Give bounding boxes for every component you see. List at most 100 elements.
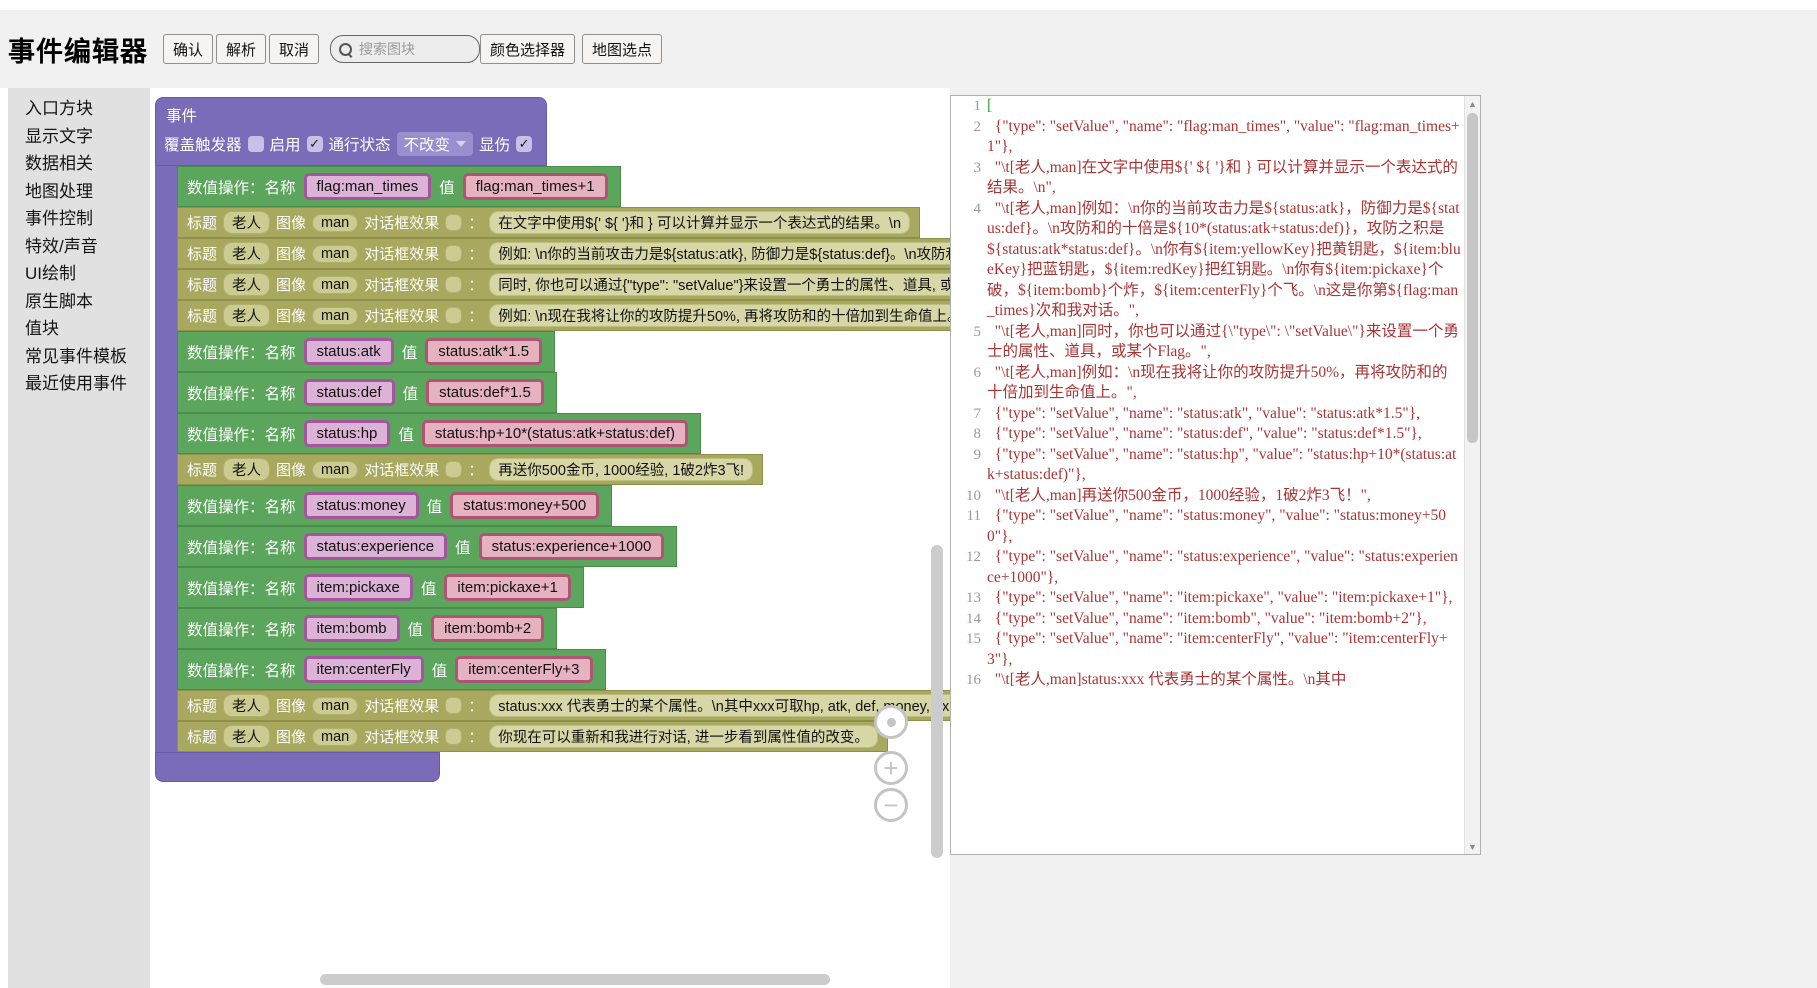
dialog-image-label: 图像	[276, 246, 307, 263]
dialog-title-field[interactable]: 老人	[223, 242, 271, 265]
dialog-block[interactable]: 标题 老人 图像 man 对话框效果 ： 在文字中使用${' ${ '}和 } …	[177, 207, 921, 238]
value-expression-field[interactable]: item:bomb+2	[431, 615, 545, 642]
scroll-up-arrow-icon[interactable]: ▲	[1468, 98, 1477, 109]
sidebar-category[interactable]: 地图处理	[25, 181, 93, 201]
setvalue-block[interactable]: 数值操作：名称 status:money 值 status:money+500	[177, 485, 613, 526]
scroll-down-arrow-icon[interactable]: ▼	[1468, 841, 1477, 852]
dialog-image-field[interactable]: man	[312, 275, 359, 294]
dialog-image-field[interactable]: man	[312, 696, 359, 715]
event-block-footer[interactable]	[155, 752, 440, 782]
confirm-button[interactable]: 确认	[163, 34, 214, 64]
dialog-title-field[interactable]: 老人	[223, 458, 271, 481]
value-name-field[interactable]: status:experience	[303, 533, 448, 560]
dialog-effect-field[interactable]	[445, 461, 463, 478]
dialog-effect-field[interactable]	[445, 214, 463, 231]
blockly-workspace[interactable]: 事件 覆盖触发器 启用 通行状态 不改变 显伤 数值操作：名称 flag:man…	[150, 88, 950, 988]
dialog-title-field[interactable]: 老人	[223, 273, 271, 296]
setvalue-block[interactable]: 数值操作：名称 item:pickaxe 值 item:pickaxe+1	[177, 567, 584, 608]
sidebar-category[interactable]: 常见事件模板	[25, 346, 127, 366]
dialog-image-field[interactable]: man	[312, 727, 359, 746]
dialog-image-field[interactable]: man	[312, 213, 359, 232]
color-picker-button[interactable]: 颜色选择器	[480, 34, 576, 64]
value-expression-field[interactable]: flag:man_times+1	[462, 173, 608, 200]
search-input[interactable]	[357, 40, 456, 58]
dialog-block[interactable]: 标题 老人 图像 man 对话框效果 ： 同时, 你也可以通过{"type": …	[177, 269, 950, 300]
zoom-out-icon[interactable]: −	[874, 788, 908, 822]
dialog-text-field[interactable]: 例如: \n你的当前攻击力是${status:atk}, 防御力是${statu…	[489, 242, 950, 265]
dialog-text-field[interactable]: status:xxx 代表勇士的某个属性。\n其中xxx可取hp, atk, d…	[489, 694, 950, 717]
sidebar-category[interactable]: 事件控制	[25, 209, 93, 228]
dialog-title-field[interactable]: 老人	[223, 304, 271, 327]
dialog-block[interactable]: 标题 老人 图像 man 对话框效果 ： 例如: \n现在我将让你的攻防提升50…	[177, 300, 950, 331]
sidebar-category[interactable]: 值块	[25, 319, 59, 338]
value-name-field[interactable]: status:atk	[303, 338, 394, 365]
dialog-block[interactable]: 标题 老人 图像 man 对话框效果 ： status:xxx 代表勇士的某个属…	[177, 690, 950, 721]
cover-trigger-checkbox[interactable]	[247, 136, 264, 152]
sidebar-category[interactable]: 特效/声音	[25, 236, 98, 256]
dialog-title-field[interactable]: 老人	[223, 694, 271, 717]
dialog-effect-field[interactable]	[445, 276, 463, 293]
workspace-horizontal-scrollbar[interactable]	[320, 974, 830, 985]
value-name-field[interactable]: flag:man_times	[303, 173, 432, 200]
value-expression-field[interactable]: status:hp+10*(status:atk+status:def)	[421, 420, 689, 447]
value-name-field[interactable]: status:def	[303, 379, 395, 406]
value-name-field[interactable]: item:bomb	[303, 615, 400, 642]
setvalue-block[interactable]: 数值操作：名称 item:bomb 值 item:bomb+2	[177, 608, 558, 649]
setvalue-block[interactable]: 数值操作：名称 flag:man_times 值 flag:man_times+…	[177, 166, 621, 207]
value-expression-field[interactable]: item:centerFly+3	[455, 656, 593, 683]
setvalue-block[interactable]: 数值操作：名称 status:experience 值 status:exper…	[177, 526, 678, 567]
dialog-text-field[interactable]: 你现在可以重新和我进行对话, 进一步看到属性值的改变。	[489, 725, 878, 748]
sidebar-category[interactable]: UI绘制	[25, 264, 76, 283]
dialog-text-field[interactable]: 在文字中使用${' ${ '}和 } 可以计算并显示一个表达式的结果。\n	[489, 211, 911, 234]
dialog-image-field[interactable]: man	[312, 460, 359, 479]
json-code-editor[interactable]: 1 [ 2 {"type": "setValue", "name": "flag…	[950, 95, 1481, 855]
dialog-effect-field[interactable]	[445, 697, 463, 714]
code-scrollbar[interactable]: ▲ ▼	[1464, 96, 1480, 854]
map-pick-button[interactable]: 地图选点	[582, 34, 663, 64]
dialog-image-field[interactable]: man	[312, 244, 359, 263]
sidebar-category[interactable]: 数据相关	[25, 154, 93, 173]
event-block-header[interactable]: 事件 覆盖触发器 启用 通行状态 不改变 显伤	[155, 97, 547, 166]
damage-checkbox[interactable]	[516, 136, 533, 152]
value-name-field[interactable]: status:money	[303, 492, 419, 519]
dialog-effect-field[interactable]	[445, 245, 463, 262]
sidebar-category[interactable]: 原生脚本	[25, 291, 93, 311]
workspace-vertical-scrollbar[interactable]	[931, 545, 943, 858]
setvalue-block[interactable]: 数值操作：名称 status:def 值 status:def*1.5	[177, 372, 557, 413]
value-expression-field[interactable]: status:experience+1000	[478, 533, 665, 560]
value-expression-field[interactable]: status:def*1.5	[426, 379, 544, 406]
zoom-in-icon[interactable]: +	[874, 751, 908, 785]
dialog-text-field[interactable]: 再送你500金币, 1000经验, 1破2炸3飞!	[489, 458, 754, 481]
event-block[interactable]: 事件 覆盖触发器 启用 通行状态 不改变 显伤 数值操作：名称 flag:man…	[155, 97, 950, 782]
value-expression-field[interactable]: status:money+500	[450, 492, 600, 519]
dialog-block[interactable]: 标题 老人 图像 man 对话框效果 ： 例如: \n你的当前攻击力是${sta…	[177, 238, 950, 269]
code-scrollbar-thumb[interactable]	[1467, 113, 1478, 443]
dialog-title-field[interactable]: 老人	[223, 211, 271, 234]
cancel-button[interactable]: 取消	[269, 34, 320, 64]
value-expression-field[interactable]: item:pickaxe+1	[444, 574, 571, 601]
pass-state-dropdown[interactable]: 不改变	[396, 132, 474, 156]
setvalue-block[interactable]: 数值操作：名称 status:atk 值 status:atk*1.5	[177, 331, 556, 372]
enable-checkbox[interactable]	[306, 136, 323, 152]
setvalue-block[interactable]: 数值操作：名称 status:hp 值 status:hp+10*(status…	[177, 413, 702, 454]
dialog-block[interactable]: 标题 老人 图像 man 对话框效果 ： 再送你500金币, 1000经验, 1…	[177, 454, 764, 485]
parse-button[interactable]: 解析	[216, 34, 267, 64]
value-name-field[interactable]: status:hp	[303, 420, 391, 447]
dialog-title-field[interactable]: 老人	[223, 725, 271, 748]
value-name-field[interactable]: item:centerFly	[303, 656, 424, 683]
value-expression-field[interactable]: status:atk*1.5	[425, 338, 543, 365]
search-box[interactable]	[330, 35, 480, 63]
dialog-block[interactable]: 标题 老人 图像 man 对话框效果 ： 你现在可以重新和我进行对话, 进一步看…	[177, 721, 888, 752]
dialog-effect-label: 对话框效果	[364, 277, 440, 294]
dialog-text-field[interactable]: 例如: \n现在我将让你的攻防提升50%, 再将攻防和的十倍加到生命值上。	[489, 304, 950, 327]
zoom-reset-icon[interactable]	[874, 705, 908, 739]
dialog-effect-field[interactable]	[445, 728, 463, 745]
dialog-effect-field[interactable]	[445, 307, 463, 324]
sidebar-category[interactable]: 入口方块	[25, 99, 93, 118]
sidebar-category[interactable]: 显示文字	[25, 126, 93, 146]
value-name-field[interactable]: item:pickaxe	[303, 574, 413, 601]
setvalue-block[interactable]: 数值操作：名称 item:centerFly 值 item:centerFly+…	[177, 649, 606, 690]
dialog-image-field[interactable]: man	[312, 306, 359, 325]
dialog-text-field[interactable]: 同时, 你也可以通过{"type": "setValue"}来设置一个勇士的属性…	[489, 273, 950, 296]
sidebar-category[interactable]: 最近使用事件	[25, 374, 127, 393]
